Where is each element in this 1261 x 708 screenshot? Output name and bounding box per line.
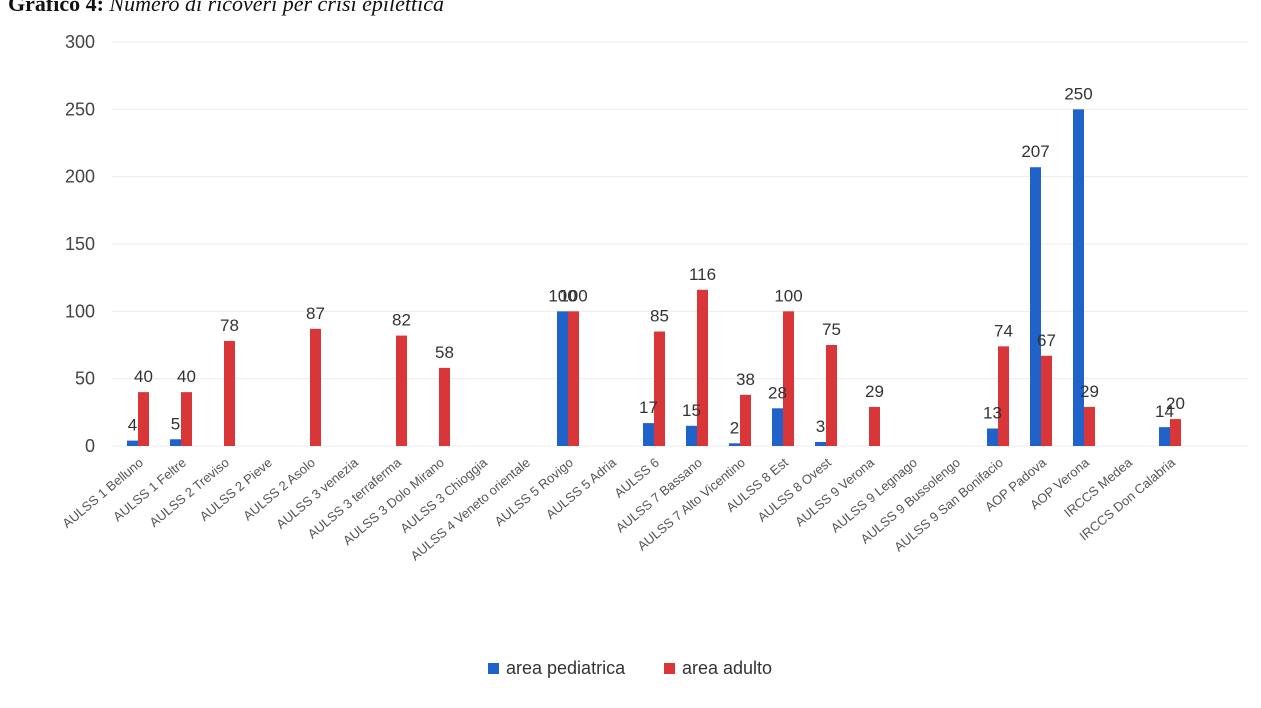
caption-prefix: Grafico 4: bbox=[8, 0, 104, 16]
bar-pediatrica bbox=[686, 425, 697, 446]
bar-pediatrica bbox=[1030, 167, 1041, 447]
x-tick-label: AULSS 2 Pieve bbox=[197, 455, 275, 524]
bar-adulto bbox=[1084, 406, 1095, 446]
data-label: 74 bbox=[994, 321, 1013, 340]
bar-pediatrica bbox=[643, 423, 654, 446]
bar-adulto bbox=[1170, 419, 1181, 446]
data-label: 87 bbox=[306, 304, 325, 323]
y-tick-label: 200 bbox=[65, 167, 95, 187]
bar-adulto bbox=[740, 394, 751, 446]
bar-adulto bbox=[138, 392, 149, 446]
data-label: 250 bbox=[1064, 84, 1092, 103]
y-tick-label: 50 bbox=[75, 369, 95, 389]
bar-adulto bbox=[568, 311, 579, 446]
x-tick-label: AULSS 1 Feltre bbox=[110, 455, 189, 525]
data-label: 67 bbox=[1037, 331, 1056, 350]
bar-adulto bbox=[654, 331, 665, 446]
y-tick-label: 300 bbox=[65, 32, 95, 52]
data-label: 78 bbox=[220, 316, 239, 335]
data-label: 20 bbox=[1166, 394, 1185, 413]
data-label: 100 bbox=[548, 286, 576, 305]
legend-label: area adulto bbox=[682, 658, 772, 678]
bar-pediatrica bbox=[772, 408, 783, 446]
data-label: 85 bbox=[650, 307, 669, 326]
y-tick-label: 100 bbox=[65, 301, 95, 321]
data-label: 2 bbox=[730, 418, 739, 437]
bar-adulto bbox=[439, 367, 450, 446]
bar-adulto bbox=[1041, 355, 1052, 446]
bar-pediatrica bbox=[1073, 109, 1084, 446]
bar-pediatrica bbox=[127, 440, 138, 446]
data-label: 5 bbox=[171, 414, 180, 433]
data-label: 15 bbox=[682, 401, 701, 420]
y-tick-label: 150 bbox=[65, 234, 95, 254]
bar-adulto bbox=[181, 392, 192, 446]
y-tick-label: 0 bbox=[85, 436, 95, 456]
data-label: 58 bbox=[435, 343, 454, 362]
legend-swatch bbox=[664, 663, 675, 674]
bar-pediatrica bbox=[729, 443, 740, 446]
data-label: 38 bbox=[736, 370, 755, 389]
data-label: 100 bbox=[774, 286, 802, 305]
bar-adulto bbox=[224, 340, 235, 446]
bar-adulto bbox=[310, 328, 321, 446]
data-label: 29 bbox=[1080, 382, 1099, 401]
bar-pediatrica bbox=[815, 441, 826, 446]
bar-pediatrica bbox=[170, 439, 181, 446]
caption-text: Numero di ricoveri per crisi epilettica bbox=[109, 0, 445, 16]
data-label: 207 bbox=[1021, 142, 1049, 161]
legend-swatch bbox=[488, 663, 499, 674]
y-axis-ticks: 0 50 100 150 200 250 300 bbox=[65, 32, 95, 456]
x-tick-label: AULSS 5 Rovigo bbox=[492, 455, 576, 529]
data-label: 17 bbox=[639, 398, 658, 417]
bar-adulto bbox=[697, 289, 708, 446]
bars bbox=[127, 109, 1181, 447]
data-label: 4 bbox=[128, 416, 137, 435]
legend-label: area pediatrica bbox=[506, 658, 626, 678]
chart-caption: Grafico 4: Numero di ricoveri per crisi … bbox=[8, 0, 444, 17]
gridlines bbox=[112, 41, 1248, 447]
data-label: 100 bbox=[559, 286, 587, 305]
data-label: 82 bbox=[392, 311, 411, 330]
data-label: 40 bbox=[177, 367, 196, 386]
x-tick-label: AULSS 8 Ovest bbox=[755, 455, 835, 525]
data-label: 29 bbox=[865, 382, 884, 401]
bar-adulto bbox=[783, 311, 794, 446]
data-label: 75 bbox=[822, 320, 841, 339]
bar-adulto bbox=[869, 406, 880, 446]
data-label: 28 bbox=[768, 383, 787, 402]
y-tick-label: 250 bbox=[65, 99, 95, 119]
bar-pediatrica bbox=[557, 311, 568, 446]
legend: area pediatrica area adulto bbox=[488, 658, 772, 678]
bar-adulto bbox=[826, 345, 837, 446]
data-label: 116 bbox=[689, 265, 716, 284]
data-label: 3 bbox=[816, 417, 825, 436]
data-label: 40 bbox=[134, 367, 153, 386]
bar-adulto bbox=[396, 335, 407, 446]
bar-adulto bbox=[998, 346, 1009, 446]
data-label: 14 bbox=[1155, 402, 1174, 421]
bar-pediatrica bbox=[1159, 427, 1170, 446]
bar-pediatrica bbox=[987, 428, 998, 446]
data-label: 13 bbox=[983, 403, 1002, 422]
